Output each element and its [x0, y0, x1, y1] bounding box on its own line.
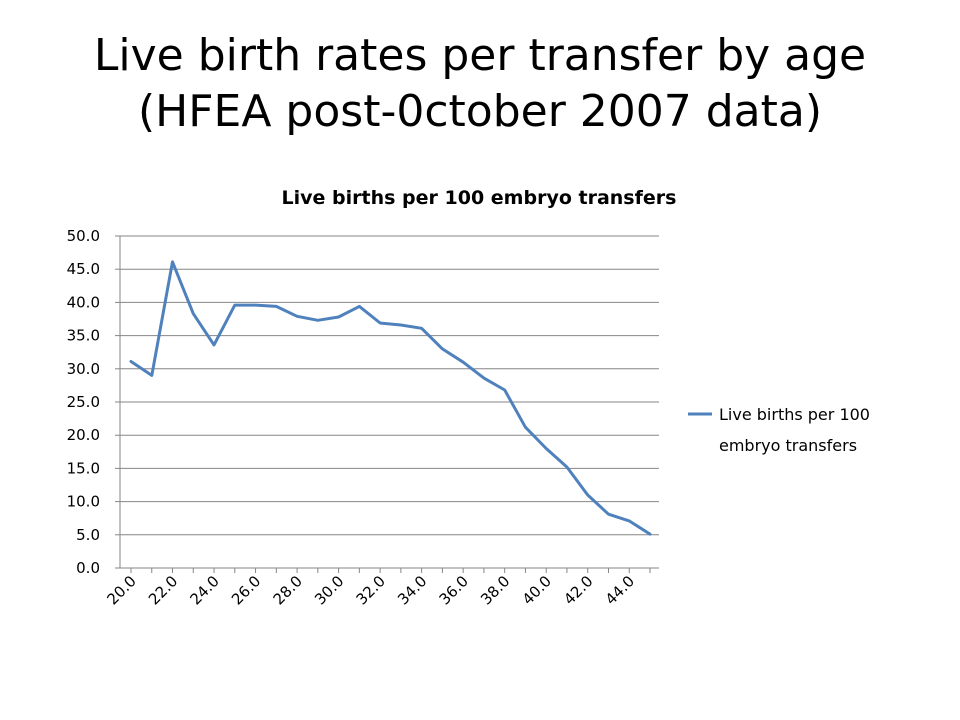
legend: Live births per 100 embryo transfers — [688, 405, 875, 455]
x-tick-label: 20.0 — [103, 572, 139, 608]
x-tick-label: 22.0 — [145, 572, 181, 608]
y-tick-label: 45.0 — [67, 260, 100, 278]
slide-title-line-1: Live birth rates per transfer by age — [93, 30, 867, 81]
y-tick-label: 40.0 — [67, 293, 100, 311]
legend-label-line-1: Live births per 100 — [719, 405, 870, 424]
x-tick-label: 30.0 — [311, 572, 347, 608]
slide-title-line-2: (HFEA post-0ctober 2007 data) — [137, 86, 823, 137]
legend-label: Live births per 100 embryo transfers — [719, 405, 875, 455]
x-tick-label: 42.0 — [560, 572, 596, 608]
y-tick-label: 20.0 — [67, 426, 100, 444]
y-tick-label: 30.0 — [67, 360, 100, 378]
x-tick-label: 40.0 — [519, 572, 555, 608]
y-tick-label: 15.0 — [67, 459, 100, 477]
x-tick-label: 26.0 — [228, 572, 264, 608]
x-tick-label: 24.0 — [187, 572, 223, 608]
y-tick-label: 35.0 — [67, 327, 100, 345]
y-tick-label: 25.0 — [67, 393, 100, 411]
series-line — [129, 260, 652, 536]
y-axis-ticks: 0.0 5.0 10.0 15.0 20.0 25.0 30.0 35.0 40.0 45.0 50… — [67, 227, 120, 577]
x-tick-label: 28.0 — [270, 572, 306, 608]
x-axis-ticks: 20.0 22.0 24.0 26.0 28.0 30.0 32.0 34.0 36.0 38.0… — [103, 568, 651, 608]
y-tick-label: 10.0 — [67, 493, 100, 511]
x-tick-label: 44.0 — [602, 572, 638, 608]
y-tick-label: 5.0 — [76, 526, 100, 544]
legend-label-line-2: embryo transfers — [719, 436, 857, 455]
gridlines — [120, 235, 659, 569]
slide-title: Live birth rates per transfer by age (HF… — [0, 28, 960, 140]
chart-title: Live births per 100 embryo transfers — [282, 187, 677, 209]
x-tick-label: 36.0 — [436, 572, 472, 608]
x-tick-label: 34.0 — [394, 572, 430, 608]
series-layer — [129, 260, 652, 536]
y-tick-label: 50.0 — [67, 227, 100, 245]
y-tick-label: 0.0 — [76, 559, 100, 577]
x-tick-label: 32.0 — [353, 572, 389, 608]
x-tick-label: 38.0 — [477, 572, 513, 608]
